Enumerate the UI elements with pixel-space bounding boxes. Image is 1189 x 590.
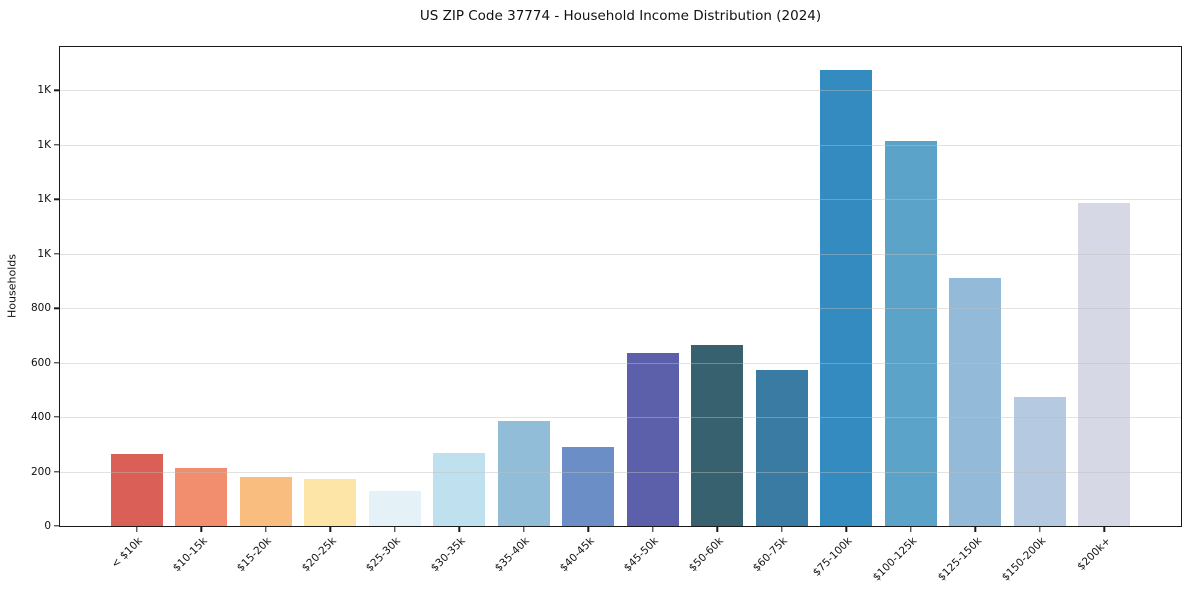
bar	[368, 490, 421, 526]
gridline	[60, 199, 1181, 201]
gridline	[60, 144, 1181, 146]
x-tick-mark	[458, 527, 460, 532]
y-tick-mark	[54, 144, 59, 146]
x-tick-mark	[523, 527, 525, 532]
x-tick-label-text: $15-20k	[235, 535, 275, 575]
y-tick-mark	[54, 252, 59, 255]
bar	[820, 69, 873, 526]
y-tick-mark	[54, 416, 59, 418]
y-tick-label: 1K	[37, 193, 51, 206]
x-tick-label-text: $30-35k	[428, 535, 468, 575]
bar	[1013, 397, 1066, 526]
bar	[691, 344, 744, 526]
bar	[175, 468, 228, 526]
gridline	[60, 471, 1181, 473]
bar	[626, 352, 679, 526]
gridline	[60, 253, 1181, 255]
bar	[562, 447, 615, 526]
x-tick-label-text: $150-200k	[999, 535, 1049, 584]
x-tick-mark	[394, 527, 396, 532]
x-tick-mark	[910, 527, 912, 532]
x-tick-mark	[136, 527, 138, 532]
x-tick-mark	[329, 527, 331, 532]
y-tick-label: 400	[30, 411, 51, 424]
y-tick-label: 200	[30, 465, 51, 478]
x-tick-label-text: $20-25k	[299, 535, 339, 575]
x-tick-label-text: $75-100k	[810, 535, 855, 579]
x-tick-mark	[200, 527, 202, 532]
x-tick-label-text: $35-40k	[493, 535, 533, 575]
x-tick-mark	[781, 527, 783, 532]
y-tick-label: 1K	[37, 138, 51, 151]
y-tick-mark	[54, 307, 59, 309]
bar	[239, 476, 292, 526]
gridline	[60, 308, 1181, 310]
x-tick-label-text: $125-150k	[935, 535, 984, 584]
x-tick-label-text: $200k+	[1074, 535, 1113, 573]
bar	[755, 370, 808, 526]
bar	[433, 453, 486, 526]
y-axis-label: Households	[5, 254, 19, 318]
x-tick-label-text: $60-75k	[751, 535, 791, 575]
x-tick-label-text: $40-45k	[557, 535, 597, 575]
y-tick-label: 1K	[37, 84, 51, 97]
y-tick-label: 600	[30, 356, 51, 369]
x-tick-label-text: < $10k	[109, 535, 146, 571]
x-tick-label-text: $100-125k	[870, 535, 920, 584]
y-tick-mark	[54, 525, 59, 527]
bar	[304, 478, 357, 526]
x-tick-label-text: $45-50k	[622, 535, 662, 575]
bar	[497, 421, 550, 526]
plot-area: 0 200 400 600 800 1K 1K 1K 1K < $10k $10-15k $15-20…	[31, 46, 1182, 584]
x-tick-mark	[652, 527, 654, 532]
x-tick-mark	[1039, 527, 1041, 532]
y-tick-label: 0	[44, 520, 51, 532]
x-tick-mark	[716, 527, 718, 532]
bar	[110, 453, 163, 526]
x-tick-label-text: $50-60k	[686, 535, 726, 575]
bar	[1078, 203, 1131, 526]
y-tick-label: 800	[30, 302, 51, 315]
bar	[884, 140, 937, 526]
x-tick-mark	[845, 527, 847, 532]
y-tick-mark	[54, 470, 59, 473]
y-tick-label: 1K	[37, 247, 51, 260]
x-tick-mark	[974, 527, 976, 532]
bar	[949, 277, 1002, 526]
x-tick-label-text: $25-30k	[364, 535, 404, 575]
y-tick-mark	[54, 361, 59, 364]
x-tick-label-text: $10-15k	[170, 535, 210, 575]
y-tick-mark	[54, 198, 59, 200]
y-tick-mark	[54, 89, 59, 91]
gridline	[60, 90, 1181, 92]
gridline	[60, 362, 1181, 364]
x-tick-mark	[1103, 527, 1105, 532]
gridline	[60, 417, 1181, 419]
x-tick-mark	[265, 527, 267, 532]
chart-title: US ZIP Code 37774 - Household Income Dis…	[419, 8, 822, 24]
x-tick-mark	[587, 527, 589, 532]
